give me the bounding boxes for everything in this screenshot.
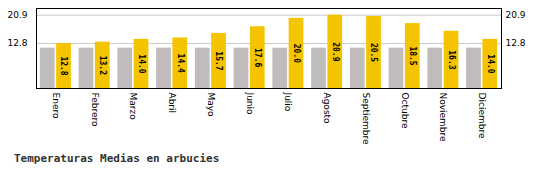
- svg-text:12.8: 12.8: [7, 38, 27, 48]
- svg-text:Junio: Junio: [245, 92, 255, 116]
- svg-text:Septiembre: Septiembre: [361, 93, 371, 146]
- svg-text:20.9: 20.9: [331, 42, 340, 61]
- svg-text:17.6: 17.6: [253, 48, 262, 67]
- svg-text:Julio: Julio: [283, 92, 293, 112]
- svg-text:20.5: 20.5: [369, 43, 378, 62]
- svg-text:16.3: 16.3: [447, 50, 456, 69]
- svg-text:Febrero: Febrero: [90, 93, 100, 127]
- svg-text:Mayo: Mayo: [206, 93, 216, 118]
- svg-text:Octubre: Octubre: [400, 93, 410, 129]
- svg-text:Noviembre: Noviembre: [438, 93, 448, 143]
- svg-text:20.9: 20.9: [7, 10, 27, 20]
- svg-text:Marzo: Marzo: [128, 93, 138, 121]
- svg-text:14.4: 14.4: [176, 54, 185, 73]
- html-text:Temperaturas Medias en arbucie: Temperaturas Medias en arbucies: [14, 152, 220, 165]
- svg-text:18.5: 18.5: [408, 46, 417, 65]
- svg-text:12.8: 12.8: [506, 38, 526, 48]
- svg-text:14.0: 14.0: [486, 54, 495, 73]
- svg-text:20.0: 20.0: [292, 44, 301, 63]
- svg-text:13.2: 13.2: [98, 56, 107, 75]
- svg-text:Agosto: Agosto: [322, 93, 332, 125]
- svg-text:Diciembre: Diciembre: [477, 93, 487, 139]
- svg-text:Enero: Enero: [51, 93, 61, 119]
- svg-text:Abril: Abril: [167, 93, 177, 114]
- svg-text:14.0: 14.0: [137, 54, 146, 73]
- svg-text:12.8: 12.8: [59, 56, 68, 75]
- svg-text:20.9: 20.9: [506, 10, 526, 20]
- svg-text:15.7: 15.7: [214, 51, 223, 70]
